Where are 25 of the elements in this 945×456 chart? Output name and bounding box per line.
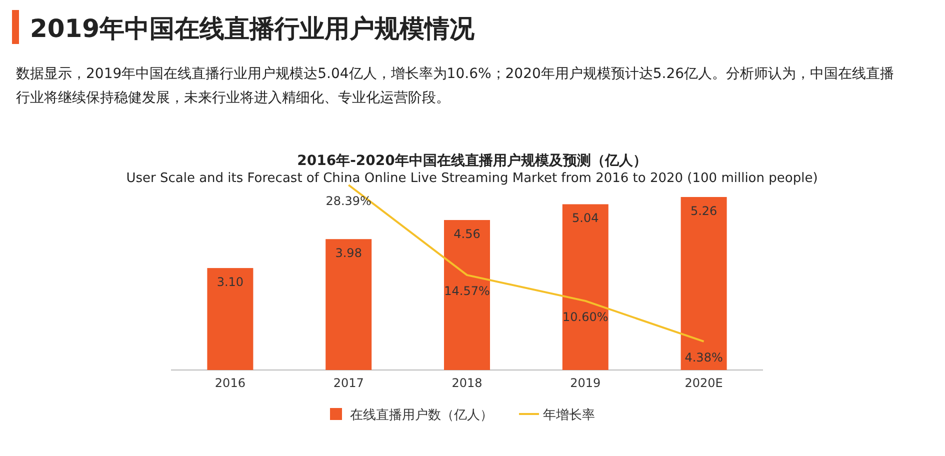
x-tick-label: 2020E	[684, 376, 723, 390]
bar	[207, 268, 254, 370]
bar	[326, 239, 372, 370]
x-tick-label: 2016	[214, 376, 246, 390]
x-tick-label: 2019	[570, 376, 601, 390]
data-label: 5.26	[690, 204, 718, 218]
text: 2016年-2020年中国在线直播用户规模及预测（亿人）	[297, 152, 647, 169]
legend-label: 在线直播用户数（亿人）	[350, 408, 493, 423]
data-label: 28.39%	[326, 194, 372, 208]
text: User Scale and its Forecast of China Online Live Streaming Market from 2016 to 2020 (100 million people)	[126, 171, 818, 186]
data-label: 4.56	[454, 227, 480, 242]
chart-title: 2019年中国在线直播行业用户规模情况	[30, 13, 475, 45]
bar	[444, 220, 490, 370]
data-label: 5.04	[572, 211, 599, 226]
chart-subtitle: 数据显示，2019年中国在线直播行业用户规模达5.04亿人，增长率为10.6%；2020年用户规模预计达5.26亿人。分析师认为，中国在线直播行业将继续保持稳健发展，未来行业将进入精细化、专业化运营阶段。	[16, 65, 896, 108]
bar	[562, 204, 608, 370]
data-label: 3.10	[216, 275, 244, 290]
bar	[680, 197, 727, 370]
legend-label: 年增长率	[543, 407, 595, 423]
data-label: 10.60%	[562, 310, 608, 324]
data-label: 3.98	[335, 246, 362, 260]
data-label: 4.38%	[684, 350, 723, 364]
data-label: 14.57%	[444, 284, 490, 298]
x-tick-label: 2018	[452, 376, 482, 390]
x-tick-label: 2017	[333, 376, 364, 390]
